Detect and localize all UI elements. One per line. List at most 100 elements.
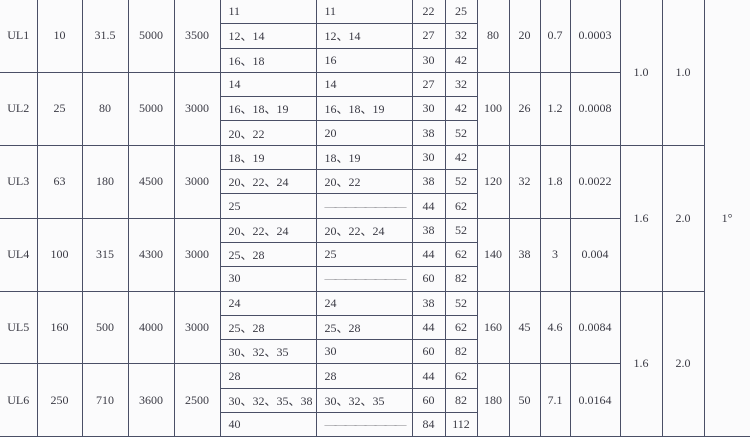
length-1-cell: 38: [411, 169, 446, 195]
bore-a-cell-text: 25: [228, 198, 241, 213]
table-row: 20、22、24 20、22 38 52: [0, 169, 750, 195]
length-2-cell: 52: [444, 217, 478, 243]
spec-cell-e3-text: 1.8: [547, 174, 563, 189]
offset-cell-1: 1.6: [619, 290, 663, 437]
length-2-cell: 32: [444, 23, 478, 49]
angle-cell-text: 1°: [721, 210, 733, 225]
bore-b-cell: 11: [315, 0, 413, 25]
length-2-cell: 52: [444, 120, 478, 146]
spec-cell-c1: 63: [36, 144, 83, 219]
spec-cell-c2-text: 31.5: [94, 28, 116, 43]
spec-cell-e1-text: 100: [484, 101, 502, 116]
spec-cell-c2: 180: [81, 144, 129, 219]
spec-cell-c1-text: 100: [50, 247, 69, 262]
bore-a-cell: 24: [219, 290, 317, 316]
spec-cell-c1-text: 160: [50, 320, 69, 334]
length-2-cell-text: 32: [455, 28, 467, 43]
length-2-cell-text: 52: [455, 295, 467, 310]
bore-a-cell-text: 20、22: [228, 126, 265, 141]
bore-a-cell-text: 16、18: [228, 53, 265, 68]
bore-a-cell: 30、32、35、38: [219, 387, 317, 414]
spec-cell-c3-text: 4300: [139, 247, 163, 262]
spec-cell-e2: 38: [508, 217, 541, 292]
bore-a-cell: 28: [219, 363, 317, 389]
model-cell: UL2: [0, 71, 38, 146]
spec-cell-c2: 500: [81, 290, 129, 365]
bore-a-cell: 20、22、24: [219, 217, 317, 243]
spec-cell-e2-text: 20: [518, 28, 531, 43]
spec-cell-e2-text: 38: [518, 247, 531, 262]
bore-b-cell: 28: [315, 363, 413, 389]
model-cell: UL5: [0, 290, 38, 365]
length-2-cell: 62: [444, 363, 478, 389]
length-2-cell: 32: [444, 71, 478, 98]
bore-a-cell: 20、22: [219, 120, 317, 146]
spec-cell-e4: 0.004: [569, 217, 621, 292]
length-1-cell: 38: [411, 290, 446, 316]
length-1-cell: 30: [411, 47, 446, 73]
table-row: UL2 25 80 5000 3000 14 14 27 32 100 26 1.2 0.0008: [0, 71, 750, 146]
length-1-cell-text: 44: [422, 368, 435, 383]
angle-cell: 1°: [703, 0, 750, 437]
bore-b-cell-text: 28: [324, 368, 337, 383]
spec-cell-c4: 2500: [173, 363, 221, 437]
offset-cell-2-text: 2.0: [675, 210, 691, 225]
model-cell-text: UL5: [7, 320, 30, 334]
bore-b-cell: 18、19: [315, 144, 413, 171]
spec-cell-e4-text: 0.0022: [578, 174, 612, 189]
bore-a-cell-text: 18、19: [228, 150, 265, 165]
bore-a-cell-text: 14: [228, 77, 241, 92]
length-2-cell-text: 62: [455, 247, 467, 262]
spec-cell-e2: 50: [508, 363, 541, 437]
bore-b-cell: 16: [315, 47, 413, 73]
spec-cell-c2-text: 180: [96, 174, 114, 189]
bore-a-cell: 14: [219, 71, 317, 98]
bore-b-cell-text: 30、32、35: [324, 393, 385, 408]
length-1-cell: 60: [411, 387, 446, 414]
length-1-cell: 44: [411, 193, 446, 219]
spec-cell-c3-text: 5000: [139, 28, 163, 43]
length-1-cell-text: 44: [422, 320, 435, 334]
table-row: 40 ———————— 84 112: [0, 412, 750, 437]
length-1-cell: 60: [411, 266, 446, 292]
bore-a-cell-text: 28: [228, 368, 241, 383]
spec-cell-c1-text: 63: [53, 174, 66, 189]
spec-cell-e2: 26: [508, 71, 541, 146]
bore-b-cell: 30: [315, 339, 413, 365]
spec-cell-c4-text: 3000: [185, 174, 209, 189]
length-1-cell: 44: [411, 241, 446, 268]
bore-a-cell-text: 24: [228, 295, 241, 310]
model-cell-text: UL3: [7, 174, 30, 189]
spec-cell-e3-text: 1.2: [547, 101, 563, 116]
spec-cell-e4-text: 0.0084: [578, 320, 612, 334]
length-2-cell: 62: [444, 314, 478, 341]
spec-cell-c1-text: 250: [50, 392, 69, 407]
table-row: 20、22 20 38 52: [0, 120, 750, 146]
spec-cell-c2: 80: [81, 71, 129, 146]
spec-cell-c4-text: 3000: [185, 101, 209, 116]
spec-cell-c1: 10: [36, 0, 83, 73]
length-2-cell-text: 32: [455, 77, 467, 92]
length-2-cell-text: 52: [455, 125, 467, 140]
bore-a-cell: 25: [219, 193, 317, 219]
bore-a-cell-text: 30、32、35、38: [228, 393, 313, 408]
table-row: 16、18 16 30 42: [0, 47, 750, 73]
bore-a-cell: 16、18、19: [219, 96, 317, 122]
length-2-cell-text: 62: [455, 368, 467, 383]
spec-cell-c2: 315: [81, 217, 129, 292]
table-row: 16、18、19 16、18、19 30 42: [0, 96, 750, 122]
spec-cell-c2-text: 80: [99, 101, 111, 116]
spec-cell-e1-text: 160: [484, 320, 502, 334]
spec-cell-c1-text: 10: [53, 28, 66, 43]
spec-cell-e2-text: 32: [518, 174, 531, 189]
bore-b-cell-text: 20、22、24: [324, 223, 385, 238]
spec-cell-e1-text: 120: [484, 174, 502, 189]
bore-b-cell-text: 16、18、19: [324, 102, 385, 117]
table-row: 12、14 12、14 27 32: [0, 23, 750, 49]
spec-cell-e1-text: 80: [487, 28, 499, 43]
length-1-cell-text: 30: [422, 149, 435, 164]
offset-cell-1-text: 1.6: [633, 210, 649, 225]
spec-cell-e1: 80: [476, 0, 510, 73]
bore-b-cell-text: 16: [324, 52, 337, 67]
